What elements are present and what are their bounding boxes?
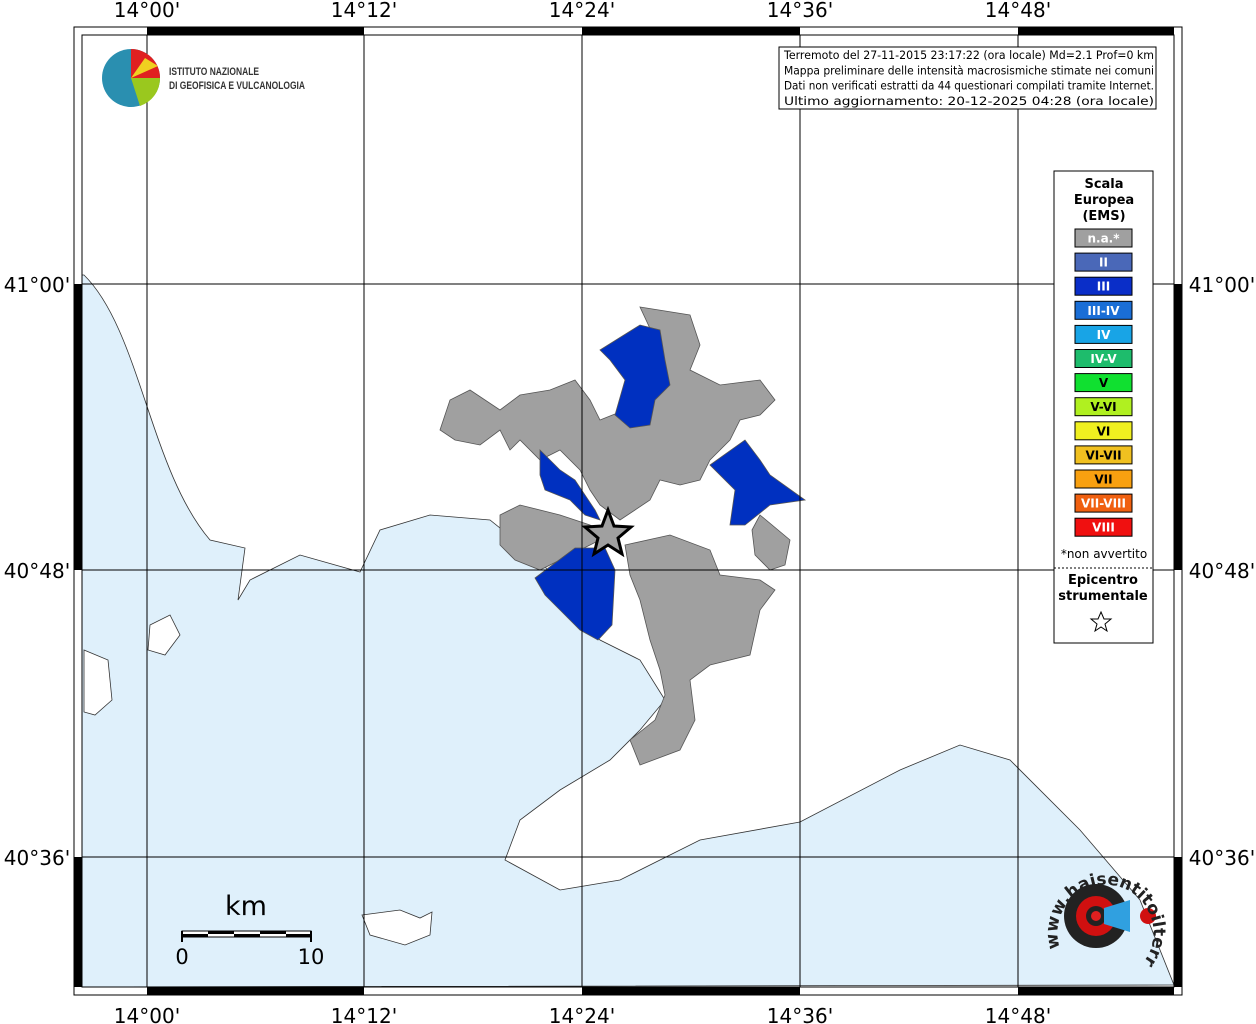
longitude-label: 14°00'	[114, 1004, 180, 1024]
legend-label: V	[1099, 376, 1109, 390]
scale-unit: km	[225, 891, 267, 922]
epicenter-star	[581, 505, 635, 558]
legend-label: VII-VIII	[1081, 497, 1126, 511]
legend-swatch	[1074, 252, 1133, 272]
legend-label: VI-VII	[1085, 448, 1121, 462]
legend-label: V-VI	[1090, 400, 1116, 414]
latitude-label: 40°48'	[4, 559, 70, 583]
info-line: Ultimo aggiornamento: 20-12-2025 04:28 (…	[784, 94, 1154, 108]
legend-swatch	[1074, 421, 1133, 441]
legend-swatch	[1074, 228, 1133, 248]
legend-label: VII	[1094, 473, 1112, 487]
latitude-label: 40°36'	[4, 846, 70, 870]
legend-label: II	[1099, 256, 1108, 270]
latitude-label: 40°36'	[1189, 846, 1255, 870]
scale-bar	[181, 930, 312, 942]
info-line: Mappa preliminare delle intensità macros…	[784, 63, 1154, 77]
legend-label: n.a.*	[1087, 232, 1120, 246]
legend-swatch	[1074, 493, 1133, 513]
longitude-label: 14°48'	[985, 1004, 1051, 1024]
legend-epicenter: strumentale	[1058, 589, 1148, 604]
longitude-label: 14°36'	[767, 1004, 833, 1024]
info-line: Terremoto del 27-11-2015 23:17:22 (ora l…	[783, 48, 1154, 62]
longitude-label: 14°12'	[331, 1004, 397, 1024]
legend-label: IV-V	[1090, 352, 1117, 366]
legend-title: (EMS)	[1082, 209, 1125, 224]
longitude-label: 14°36'	[767, 0, 833, 22]
legend-note: *non avvertito	[1061, 547, 1147, 561]
legend-swatch	[1074, 349, 1133, 368]
legend-label: VI	[1097, 424, 1111, 438]
latitude-label: 41°00'	[4, 273, 70, 297]
info-box	[778, 46, 1157, 110]
graticule	[82, 35, 1174, 987]
frame	[73, 26, 1183, 996]
legend-swatch	[1074, 300, 1133, 320]
legend-title: Scala	[1084, 177, 1123, 192]
sea	[82, 274, 1174, 987]
ingv-logo	[102, 49, 161, 107]
legend-swatch	[1074, 517, 1133, 537]
latitude-label: 41°00'	[1189, 273, 1255, 297]
longitude-label: 14°48'	[985, 0, 1051, 22]
longitude-label: 14°24'	[549, 0, 615, 22]
legend-swatch	[1074, 373, 1133, 393]
longitude-label: 14°24'	[549, 1004, 615, 1024]
logo-text: ISTITUTO NAZIONALE	[169, 66, 259, 78]
legend-swatch	[1074, 397, 1133, 417]
logo-text: DI GEOFISICA E VULCANOLOGIA	[169, 80, 305, 92]
legend-label: VIII	[1092, 521, 1115, 535]
info-line: Dati non verificati estratti da 44 quest…	[784, 79, 1154, 93]
legend-epicenter: Epicentro	[1068, 573, 1138, 588]
legend-label: III	[1097, 280, 1110, 294]
legend-label: III-IV	[1087, 304, 1120, 318]
longitude-label: 14°00'	[114, 0, 180, 22]
legend-swatch	[1074, 276, 1133, 296]
legend-star	[1089, 610, 1113, 633]
scale-label: 10	[298, 945, 325, 969]
longitude-label: 14°12'	[331, 0, 397, 22]
scale-label: 0	[175, 945, 188, 969]
latitude-label: 40°48'	[1189, 559, 1255, 583]
map-body	[82, 35, 1174, 987]
legend-swatch	[1074, 469, 1133, 489]
legend-label: IV	[1097, 328, 1111, 342]
legend-swatch	[1074, 445, 1133, 465]
legend-swatch	[1074, 324, 1133, 344]
legend-title: Europea	[1074, 193, 1134, 208]
